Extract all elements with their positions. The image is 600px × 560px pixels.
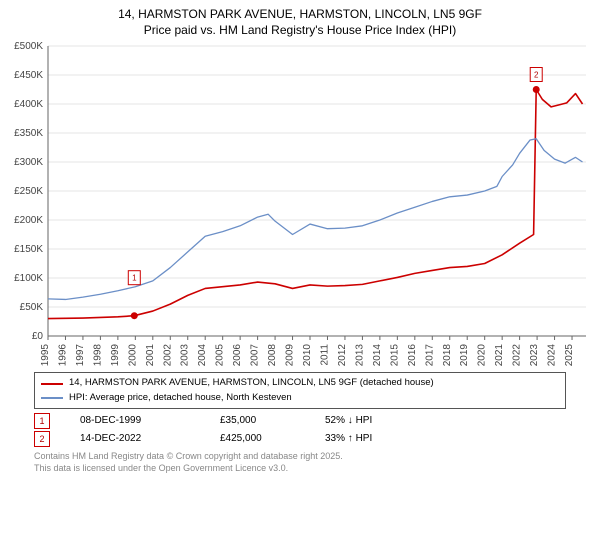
svg-text:2016: 2016 [407,344,418,367]
legend-item-property: 14, HARMSTON PARK AVENUE, HARMSTON, LINC… [41,376,559,390]
svg-text:£100K: £100K [14,273,43,284]
svg-text:1999: 1999 [110,344,121,367]
svg-text:£300K: £300K [14,157,43,168]
marker-delta-2: 33% ↑ HPI [325,433,420,444]
svg-text:2001: 2001 [145,344,156,367]
svg-text:£50K: £50K [20,302,44,313]
svg-text:£0: £0 [32,331,44,342]
svg-text:2025: 2025 [564,344,575,367]
marker-badge-2: 2 [34,431,50,447]
svg-text:1996: 1996 [57,344,68,367]
svg-text:2: 2 [534,71,539,80]
svg-text:£150K: £150K [14,244,43,255]
marker-price-2: £425,000 [220,433,295,444]
svg-text:2021: 2021 [494,344,505,367]
marker-row-1: 1 08-DEC-1999 £35,000 52% ↓ HPI [34,413,566,429]
price-chart: £0 £50K £100K £150K £200K £250K £300K £350K £400… [0,38,600,368]
legend-swatch-hpi [41,397,63,399]
svg-text:2009: 2009 [285,344,296,367]
svg-text:1998: 1998 [92,344,103,367]
marker-date-1: 08-DEC-1999 [80,415,190,426]
svg-text:£200K: £200K [14,215,43,226]
marker-delta-1: 52% ↓ HPI [325,415,420,426]
legend-label-property: 14, HARMSTON PARK AVENUE, HARMSTON, LINC… [69,376,434,390]
svg-text:1997: 1997 [75,344,86,367]
svg-text:2013: 2013 [354,344,365,367]
svg-text:2008: 2008 [267,344,278,367]
svg-text:2012: 2012 [337,344,348,367]
chart-title: 14, HARMSTON PARK AVENUE, HARMSTON, LINC… [0,0,600,38]
svg-text:2007: 2007 [250,344,261,367]
svg-text:£450K: £450K [14,70,43,81]
marker-row-2: 2 14-DEC-2022 £425,000 33% ↑ HPI [34,431,566,447]
legend-item-hpi: HPI: Average price, detached house, Nort… [41,391,559,405]
svg-text:2022: 2022 [512,344,523,367]
svg-text:2011: 2011 [319,344,330,366]
svg-text:1: 1 [132,274,137,283]
legend-label-hpi: HPI: Average price, detached house, Nort… [69,391,292,405]
svg-text:1995: 1995 [40,344,51,367]
svg-text:2023: 2023 [529,344,540,367]
svg-text:£400K: £400K [14,99,43,110]
marker-price-1: £35,000 [220,415,295,426]
svg-text:2019: 2019 [459,344,470,367]
marker-badge-1: 1 [34,413,50,429]
title-line1: 14, HARMSTON PARK AVENUE, HARMSTON, LINC… [118,7,482,21]
svg-text:2024: 2024 [547,344,558,367]
svg-text:2017: 2017 [424,344,435,367]
svg-text:2020: 2020 [477,344,488,367]
marker-table: 1 08-DEC-1999 £35,000 52% ↓ HPI 2 14-DEC… [34,413,566,447]
legend-box: 14, HARMSTON PARK AVENUE, HARMSTON, LINC… [34,372,566,409]
footer-line2: This data is licensed under the Open Gov… [34,463,566,475]
svg-text:2002: 2002 [162,344,173,367]
svg-text:2005: 2005 [215,344,226,367]
legend-swatch-property [41,383,63,385]
svg-text:2015: 2015 [389,344,400,367]
svg-text:£350K: £350K [14,128,43,139]
footer-line1: Contains HM Land Registry data © Crown c… [34,451,566,463]
svg-text:2004: 2004 [197,344,208,367]
svg-text:2000: 2000 [127,344,138,367]
svg-text:2006: 2006 [232,344,243,367]
svg-text:£250K: £250K [14,186,43,197]
svg-text:2018: 2018 [442,344,453,367]
svg-text:2010: 2010 [302,344,313,367]
svg-text:2003: 2003 [180,344,191,367]
marker-date-2: 14-DEC-2022 [80,433,190,444]
footer: Contains HM Land Registry data © Crown c… [34,451,566,474]
svg-text:£500K: £500K [14,41,43,52]
svg-text:2014: 2014 [372,344,383,367]
title-line2: Price paid vs. HM Land Registry's House … [0,22,600,38]
